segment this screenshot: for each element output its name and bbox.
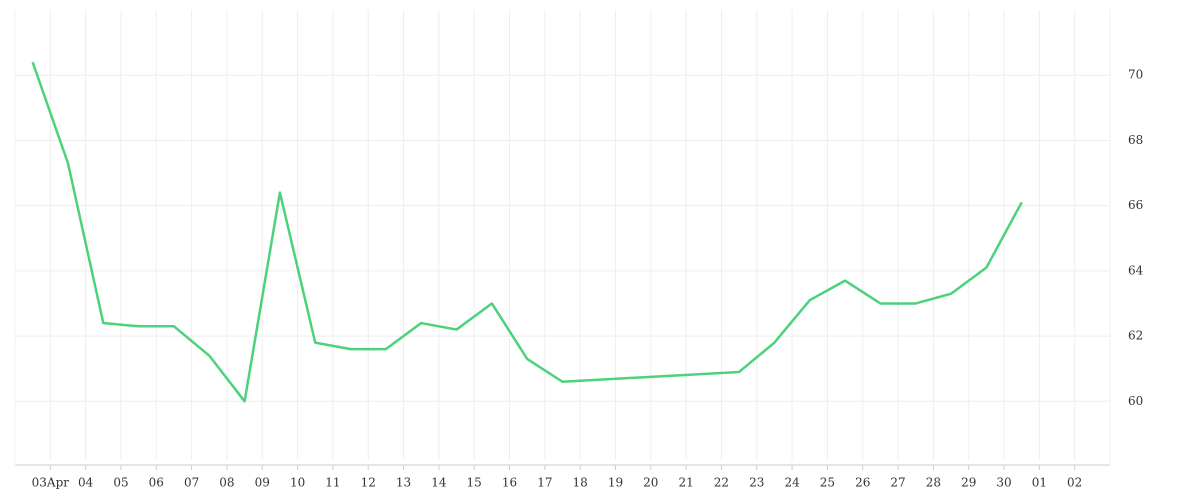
x-tick-label: 14 xyxy=(431,476,447,490)
x-tick-label: 25 xyxy=(820,476,835,490)
x-tick-label: 17 xyxy=(537,476,552,490)
x-tick-label: 10 xyxy=(290,476,305,490)
x-tick-label: 23 xyxy=(749,476,764,490)
y-tick-label: 60 xyxy=(1128,394,1143,408)
line-series xyxy=(31,61,1023,403)
x-tick-label: 16 xyxy=(502,476,517,490)
x-tick-label: 13 xyxy=(396,476,411,490)
x-tick-label: 22 xyxy=(714,476,729,490)
x-tick-label: 29 xyxy=(961,476,976,490)
x-tick-label: 20 xyxy=(643,476,658,490)
x-tick-label: 04 xyxy=(78,476,94,490)
y-tick-label: 62 xyxy=(1128,329,1143,343)
x-tick-label: 08 xyxy=(219,476,234,490)
x-tick-label: 03Apr xyxy=(32,476,70,490)
x-tick-label: 26 xyxy=(855,476,870,490)
x-tick-label: 05 xyxy=(113,476,128,490)
x-tick-label: 21 xyxy=(678,476,693,490)
x-tick-label: 19 xyxy=(608,476,623,490)
x-tick-label: 01 xyxy=(1032,476,1047,490)
x-tick-label: 02 xyxy=(1067,476,1082,490)
y-tick-label: 66 xyxy=(1128,198,1143,212)
x-tick-label: 06 xyxy=(149,476,164,490)
x-tick-label: 27 xyxy=(890,476,905,490)
y-tick-label: 68 xyxy=(1128,133,1143,147)
x-tick-label: 09 xyxy=(255,476,270,490)
x-tick-label: 12 xyxy=(361,476,376,490)
x-tick-label: 18 xyxy=(573,476,588,490)
x-tick-label: 07 xyxy=(184,476,199,490)
x-tick-label: 30 xyxy=(996,476,1011,490)
y-tick-label: 70 xyxy=(1128,68,1143,82)
x-tick-label: 15 xyxy=(467,476,482,490)
x-tick-label: 28 xyxy=(926,476,941,490)
x-tick-label: 24 xyxy=(784,476,800,490)
x-tick-label: 11 xyxy=(325,476,340,490)
y-tick-label: 64 xyxy=(1128,263,1144,277)
